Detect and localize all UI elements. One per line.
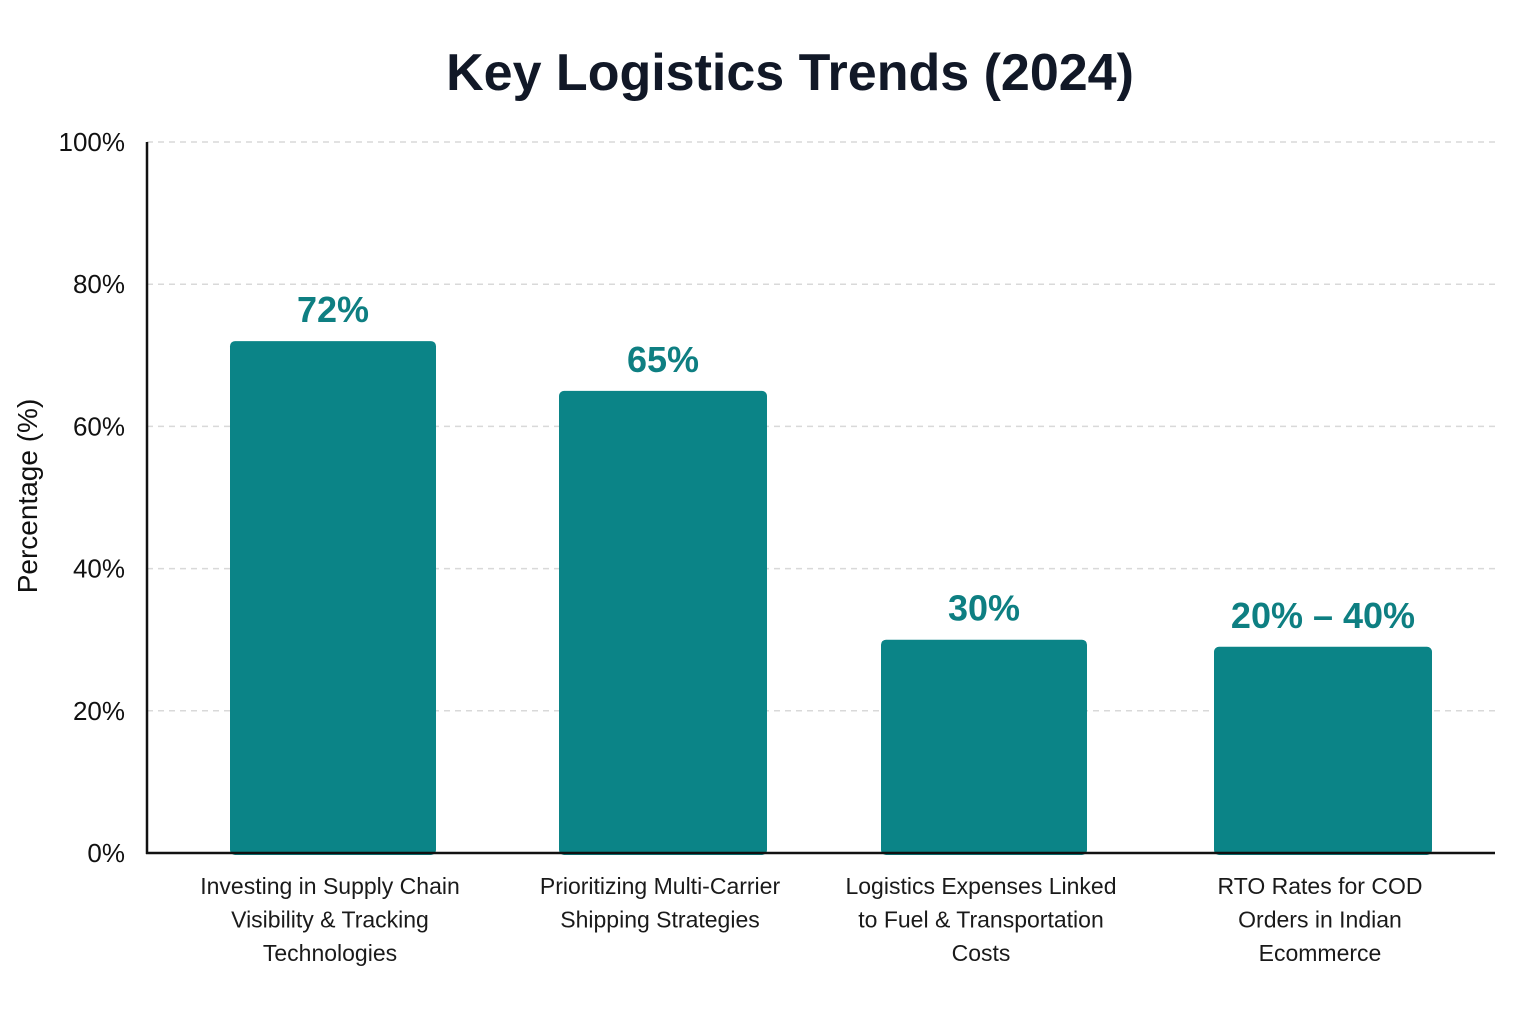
y-tick-label-0: 0% [87,838,125,868]
data-label-3: 30% [948,588,1020,629]
bars [230,341,1432,856]
bar-2 [559,390,767,855]
category-label-3-line-2: to Fuel & Transportation [858,907,1103,933]
category-label-3-line-3: Costs [952,940,1011,966]
data-label-2: 65% [627,339,699,380]
category-label-1-line-1: Investing in Supply Chain [200,873,460,899]
chart-title: Key Logistics Trends (2024) [446,44,1134,102]
category-label-2-line-1: Prioritizing Multi-Carrier [540,873,781,899]
y-tick-label-80: 80% [73,269,125,299]
category-label-2-line-2: Shipping Strategies [560,907,759,933]
y-tick-label-20: 20% [73,696,125,726]
data-labels: 72% 65% 30% 20% – 40% [297,289,1415,636]
category-label-1-line-3: Technologies [263,940,397,966]
y-tick-label-40: 40% [73,554,125,584]
category-label-4-line-2: Orders in Indian [1238,907,1402,933]
x-axis-categories: Investing in Supply Chain Visibility & Tr… [200,873,1422,966]
category-label-4-line-1: RTO Rates for COD [1218,873,1423,899]
category-label-1-line-2: Visibility & Tracking [231,907,429,933]
bar-1 [230,341,436,856]
y-axis-ticks: 0% 20% 40% 60% 80% 100% [59,127,126,868]
y-axis-label: Percentage (%) [12,399,43,594]
data-label-4: 20% – 40% [1231,595,1415,636]
y-tick-label-100: 100% [59,127,126,157]
category-label-4-line-3: Ecommerce [1259,940,1382,966]
bar-4 [1214,646,1432,855]
category-label-3-line-1: Logistics Expenses Linked [845,873,1116,899]
bar-3 [881,639,1087,855]
data-label-1: 72% [297,289,369,330]
y-tick-label-60: 60% [73,411,125,441]
